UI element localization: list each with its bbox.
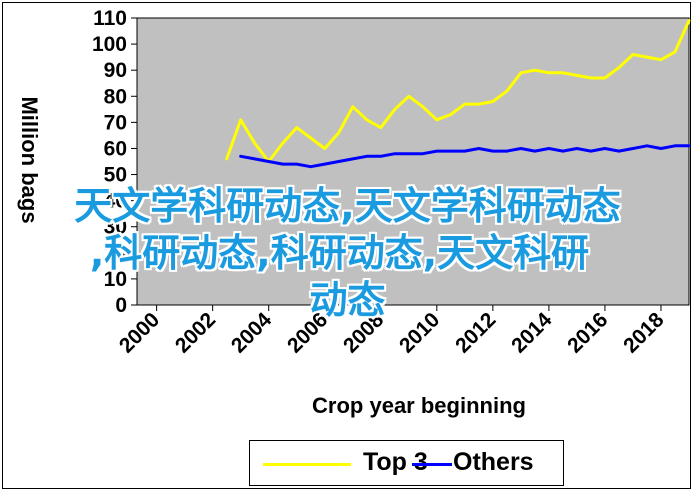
legend-label-top3: Top 3: [363, 448, 428, 476]
chart-frame: [2, 2, 691, 489]
y-tick-label: 10: [104, 268, 127, 291]
series-line-top-3: [225, 19, 691, 163]
y-tick-label: 60: [104, 137, 127, 160]
series-line-others: [239, 144, 691, 169]
y-tick-label: 80: [104, 85, 127, 108]
legend-label-others: Others: [453, 448, 534, 476]
y-tick-label: 50: [104, 164, 127, 187]
y-tick-label: 40: [104, 190, 127, 213]
y-tick-label: 110: [93, 7, 127, 30]
plot-area: [136, 17, 690, 306]
watermark-line-2: ,科研动态,科研动态,天文科研: [89, 231, 590, 275]
y-tick-label: 70: [104, 111, 127, 134]
y-tick-label: 20: [104, 242, 127, 265]
y-tick-label: 100: [92, 33, 127, 56]
y-axis: 0 10 20 30 40 50 60 70 80 90 100 110: [92, 7, 137, 317]
legend-swatch-top3: [263, 463, 351, 466]
y-axis-title: Million bags: [17, 96, 42, 223]
watermark-line-1: 天文学科研动态,天文学科研动态: [74, 184, 621, 228]
series-layer: [225, 19, 691, 169]
x-axis-title: Crop year beginning: [312, 393, 526, 418]
legend: Top 3 Others: [249, 440, 564, 486]
legend-swatch-others: [412, 463, 452, 466]
y-tick-label: 30: [104, 216, 127, 239]
y-tick-label: 0: [115, 294, 127, 317]
y-tick-label: 90: [104, 59, 127, 82]
watermark-line-3: 动态: [309, 278, 386, 322]
